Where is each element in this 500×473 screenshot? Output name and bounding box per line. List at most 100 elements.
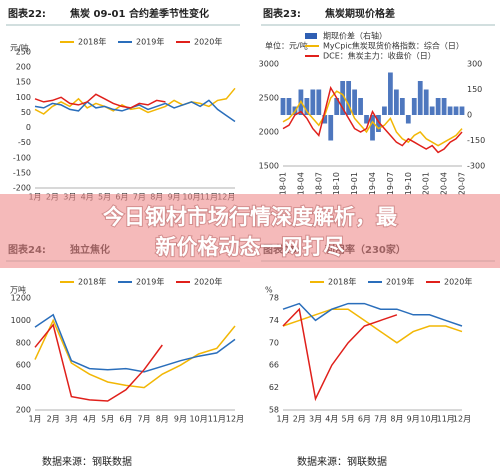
y-tick-label: 100	[16, 93, 31, 102]
figure-label: 图表23:	[263, 7, 301, 20]
x-tick-label: 19-04	[368, 172, 377, 195]
unit-label: 元/吨	[10, 43, 29, 53]
series-line	[34, 323, 163, 402]
y-tick-label: 2500	[259, 94, 279, 103]
x-tick-label: 8月	[156, 415, 169, 424]
bar	[411, 98, 417, 115]
figure-label: 图表22:	[8, 7, 46, 20]
x-tick-label: 12月	[226, 415, 244, 424]
legend-swatch	[305, 33, 317, 39]
headline: 今日钢材市场行情深度解析，最	[103, 205, 398, 229]
bar	[441, 98, 447, 115]
bar	[405, 115, 411, 124]
x-tick-label: 7月	[374, 415, 387, 424]
series-line	[282, 85, 463, 154]
y-tick-label: 0	[26, 123, 31, 132]
y-tick-label: 1000	[11, 316, 31, 325]
y2-tick-label: 150	[467, 85, 482, 94]
bar	[322, 115, 328, 124]
x-tick-label: 5月	[101, 415, 114, 424]
x-tick-label: 9月	[174, 415, 187, 424]
series-line	[34, 93, 166, 109]
bar	[328, 115, 334, 141]
bar	[334, 98, 340, 115]
x-tick-label: 11月	[208, 415, 226, 424]
bar	[423, 89, 429, 115]
bar	[316, 89, 322, 115]
legend-label: 2020年	[444, 277, 472, 287]
legend-label: 2020年	[194, 277, 222, 287]
banner	[0, 194, 500, 268]
y-tick-label: -100	[13, 153, 31, 162]
bar	[286, 98, 292, 115]
x-tick-label: 4月	[325, 415, 338, 424]
x-tick-label: 1月	[276, 415, 289, 424]
legend-label: 2019年	[386, 277, 414, 287]
y-tick-label: 250	[16, 48, 31, 57]
x-tick-label: 18-01	[279, 172, 288, 195]
y-tick-label: 2000	[259, 128, 279, 137]
x-tick-label: 8月	[390, 415, 403, 424]
bar	[382, 106, 387, 115]
y-tick-label: 200	[16, 406, 31, 415]
x-tick-label: 11月	[437, 415, 455, 424]
y2-tick-label: 0	[467, 111, 472, 120]
y-tick-label: 58	[269, 406, 279, 415]
bar	[310, 89, 316, 115]
bar	[447, 106, 453, 115]
bar	[435, 98, 441, 115]
y-tick-label: 150	[16, 78, 31, 87]
source: 数据来源：钢联数据	[297, 455, 387, 468]
bar	[399, 98, 405, 115]
y-tick-label: 50	[21, 108, 31, 117]
x-tick-label: 1月	[28, 415, 41, 424]
bar	[417, 81, 423, 115]
bar	[370, 115, 375, 141]
y-tick-label: 74	[269, 316, 279, 325]
y-tick-label: 1200	[11, 294, 31, 303]
legend-label: 期现价差（右轴）	[323, 31, 387, 41]
bar	[346, 81, 352, 115]
x-tick-label: 12月	[453, 415, 471, 424]
series-line	[34, 318, 236, 389]
bar	[388, 72, 393, 115]
x-tick-label: 2月	[293, 415, 306, 424]
x-tick-label: 6月	[119, 415, 132, 424]
x-tick-label: 5月	[342, 415, 355, 424]
bar	[358, 98, 363, 115]
series-line	[282, 302, 463, 327]
x-tick-label: 3月	[65, 415, 78, 424]
y-tick-label: 70	[269, 338, 279, 347]
legend-label: DCE：焦炭主力：收盘价（日）	[323, 51, 436, 61]
x-tick-label: 10月	[190, 415, 208, 424]
x-tick-label: 4月	[83, 415, 96, 424]
x-tick-label: 3月	[309, 415, 322, 424]
chart-title: 焦炭 09-01 合约差季节性变化	[69, 7, 209, 20]
chart-title: 焦炭期现价格差	[324, 7, 395, 20]
x-tick-label: 20-07	[458, 172, 467, 195]
headline: 新价格动态一网打尽	[156, 235, 346, 259]
x-tick-label: 18-10	[332, 172, 341, 195]
legend-label: 2019年	[136, 277, 164, 287]
legend-label: 2018年	[328, 277, 356, 287]
y-tick-label: -50	[18, 138, 31, 147]
x-tick-label: 18-04	[296, 172, 305, 195]
bar	[376, 115, 381, 132]
y-tick-label: 1500	[259, 162, 279, 171]
bar	[393, 89, 399, 115]
y2-tick-label: -150	[467, 136, 485, 145]
y2-tick-label: -300	[467, 162, 485, 171]
bar	[429, 106, 435, 115]
series-line	[282, 90, 463, 147]
legend-label: 2020年	[194, 37, 222, 47]
y-tick-label: 62	[269, 383, 279, 392]
bar	[352, 89, 357, 115]
y-tick-label: 200	[16, 63, 31, 72]
legend-label: 2018年	[78, 37, 106, 47]
x-tick-label: 19-07	[386, 172, 395, 195]
x-tick-label: 2月	[47, 415, 60, 424]
series-line	[282, 308, 463, 344]
series-line	[34, 87, 236, 115]
y2-tick-label: 300	[467, 60, 482, 69]
